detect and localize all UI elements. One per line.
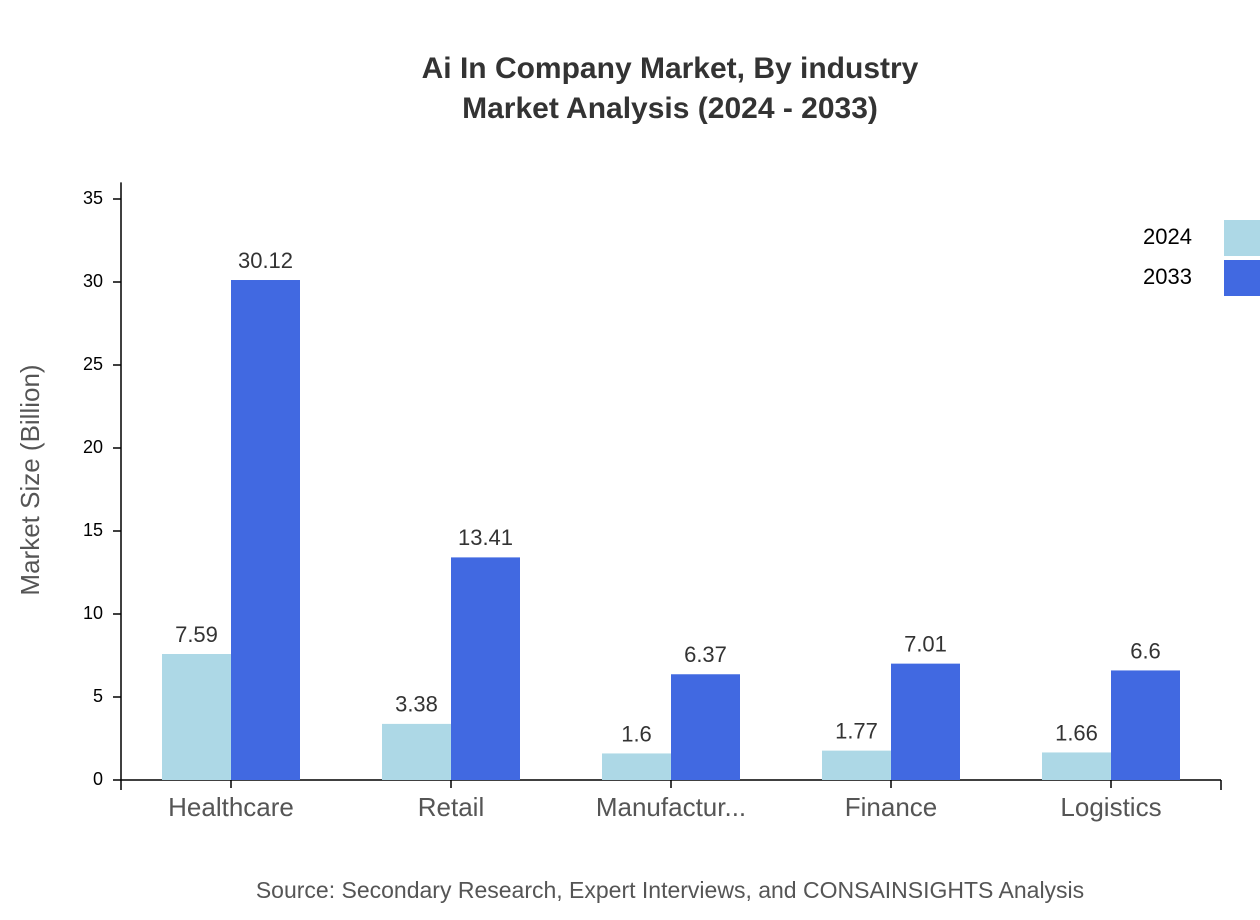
x-tick-label: Retail	[418, 792, 484, 822]
x-tick-label: Manufactur...	[596, 792, 746, 822]
value-label: 13.41	[458, 525, 513, 550]
bar	[822, 750, 891, 780]
value-label: 1.6	[621, 721, 652, 746]
source-note: Source: Secondary Research, Expert Inter…	[256, 877, 1084, 903]
x-tick-label: Logistics	[1060, 792, 1161, 822]
y-tick-label: 20	[83, 437, 103, 457]
bar	[162, 654, 231, 780]
y-tick-label: 5	[93, 686, 103, 706]
x-tick-label: Finance	[845, 792, 938, 822]
value-label: 7.59	[175, 622, 218, 647]
chart-subtitle: Market Analysis (2024 - 2033)	[462, 92, 878, 125]
bar	[1111, 670, 1180, 780]
chart-title: Ai In Company Market, By industry	[422, 52, 919, 85]
y-tick-label: 35	[83, 188, 103, 208]
y-axis-label: Market Size (Billion)	[15, 364, 45, 595]
bar	[451, 557, 520, 780]
value-label: 7.01	[904, 631, 947, 656]
bar	[231, 280, 300, 780]
legend-swatch	[1224, 220, 1260, 256]
legend-label: 2033	[1143, 264, 1192, 289]
y-tick-label: 10	[83, 603, 103, 623]
value-label: 6.6	[1130, 638, 1161, 663]
y-tick-label: 25	[83, 354, 103, 374]
y-tick-label: 0	[93, 769, 103, 789]
value-label: 30.12	[238, 248, 293, 273]
y-tick-label: 30	[83, 271, 103, 291]
bar	[891, 663, 960, 780]
bar	[1042, 752, 1111, 780]
y-tick-label: 15	[83, 520, 103, 540]
value-label: 3.38	[395, 692, 438, 717]
value-label: 1.77	[835, 718, 878, 743]
value-label: 6.37	[684, 642, 727, 667]
value-label: 1.66	[1055, 720, 1098, 745]
bar	[382, 723, 451, 780]
bar	[602, 753, 671, 780]
bar	[671, 674, 740, 780]
x-tick-label: Healthcare	[168, 792, 294, 822]
legend-label: 2024	[1143, 224, 1192, 249]
legend-swatch	[1224, 260, 1260, 296]
